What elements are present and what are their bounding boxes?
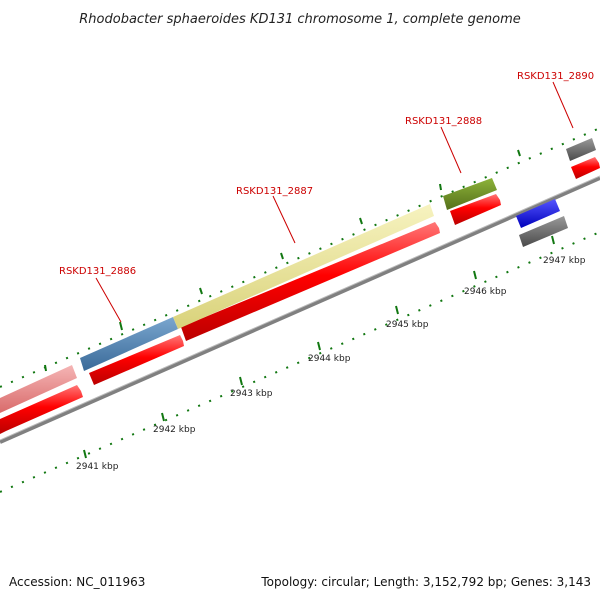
leader-rskd131-2887 — [272, 195, 296, 244]
label-leaders — [95, 81, 574, 323]
major-tick — [119, 321, 123, 331]
lower-tick-track — [0, 231, 600, 493]
major-tick — [239, 376, 243, 386]
feature-track — [0, 138, 596, 413]
leader-rskd131-2886 — [95, 277, 122, 323]
feature-bar-blue[interactable] — [516, 199, 560, 228]
major-tick — [161, 412, 165, 422]
map-title: Rhodobacter sphaeroides KD131 chromosome… — [79, 12, 520, 27]
genome-summary-text: Topology: circular; Length: 3,152,792 bp… — [260, 575, 591, 589]
cds-arrow[interactable] — [89, 335, 184, 385]
reverse-track — [516, 199, 568, 247]
major-tick — [551, 235, 555, 245]
major-tick — [44, 364, 47, 372]
cds-arrow[interactable] — [571, 157, 600, 179]
position-label: 2943 kbp — [230, 389, 273, 399]
major-tick — [83, 449, 87, 459]
leader-rskd131-2890 — [552, 81, 574, 129]
major-tick — [359, 217, 363, 225]
cds-track — [0, 157, 600, 434]
gene-label-rskd131-2890[interactable]: RSKD131_2890 — [517, 71, 594, 82]
gene-label-rskd131-2886[interactable]: RSKD131_2886 — [59, 266, 136, 277]
major-tick — [199, 287, 203, 295]
feature-bar-rskd131-2888[interactable] — [443, 178, 497, 210]
major-tick — [317, 341, 321, 351]
gene-label-rskd131-2887[interactable]: RSKD131_2887 — [236, 186, 313, 197]
upper-tick-track — [0, 127, 600, 388]
major-tick — [280, 252, 284, 260]
feature-bar-rskd131-2887[interactable] — [173, 204, 434, 329]
accession-text: Accession: NC_011963 — [9, 575, 145, 589]
major-tick — [473, 270, 477, 280]
gene-label-rskd131-2888[interactable]: RSKD131_2888 — [405, 116, 482, 127]
major-tick — [395, 305, 399, 315]
major-tick — [517, 149, 521, 157]
leader-rskd131-2888 — [440, 126, 462, 174]
position-label: 2946 kbp — [464, 287, 507, 297]
position-label: 2942 kbp — [153, 425, 196, 435]
position-label: 2945 kbp — [386, 320, 429, 330]
backbone-highlight — [0, 175, 600, 441]
position-label: 2944 kbp — [308, 354, 351, 364]
major-tick — [439, 183, 442, 191]
backbone-line — [0, 176, 600, 444]
lower-tick-track-line — [0, 231, 600, 493]
feature-bar-pink[interactable] — [0, 365, 77, 413]
feature-bar-rskd131-2886[interactable] — [80, 317, 178, 371]
upper-tick-track-line — [0, 127, 600, 388]
cds-arrow[interactable] — [0, 385, 83, 434]
position-label: 2941 kbp — [76, 462, 119, 472]
cds-arrow[interactable] — [450, 194, 501, 225]
position-label: 2947 kbp — [543, 256, 586, 266]
feature-bar-gray[interactable] — [519, 216, 568, 247]
cds-arrow[interactable] — [181, 222, 440, 341]
feature-bar-rskd131-2890[interactable] — [566, 138, 596, 161]
